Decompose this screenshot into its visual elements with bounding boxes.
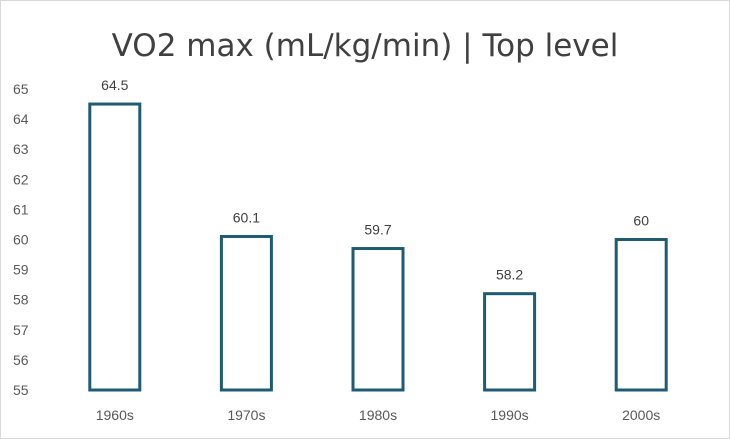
x-axis: 1960s 1970s 1980s 1990s 2000s	[96, 407, 661, 423]
bar	[483, 292, 537, 392]
x-tick-label: 1990s	[491, 407, 529, 423]
y-tick-label: 58	[13, 292, 29, 308]
y-tick-label: 63	[13, 141, 29, 157]
chart-title: VO2 max (mL/kg/min) | Top level	[112, 28, 619, 64]
y-tick-label: 56	[13, 352, 29, 368]
x-tick-label: 1960s	[96, 407, 134, 423]
y-tick-label: 65	[13, 81, 29, 97]
y-tick-label: 61	[13, 201, 29, 217]
y-tick-label: 59	[13, 262, 29, 278]
y-tick-label: 62	[13, 171, 29, 187]
y-tick-label: 57	[13, 322, 29, 338]
bar	[88, 102, 142, 392]
bar-value-label: 60	[633, 213, 649, 229]
x-tick-label: 1970s	[227, 407, 265, 423]
bar	[351, 247, 405, 392]
bar-value-label: 59.7	[364, 222, 391, 238]
y-axis: 55 56 57 58 59 60 61 62 63 64 65	[13, 81, 29, 398]
bar	[614, 238, 668, 392]
y-tick-label: 55	[13, 382, 29, 398]
x-tick-label: 2000s	[622, 407, 660, 423]
data-labels: 64.5 60.1 59.7 58.2 60	[101, 77, 649, 283]
bar-value-label: 60.1	[233, 209, 260, 225]
bar-value-label: 64.5	[101, 77, 128, 93]
y-tick-label: 60	[13, 232, 29, 248]
bar-series	[88, 102, 668, 392]
bar	[219, 234, 273, 392]
x-tick-label: 1980s	[359, 407, 397, 423]
bar-value-label: 58.2	[496, 267, 523, 283]
y-tick-label: 64	[13, 111, 29, 127]
